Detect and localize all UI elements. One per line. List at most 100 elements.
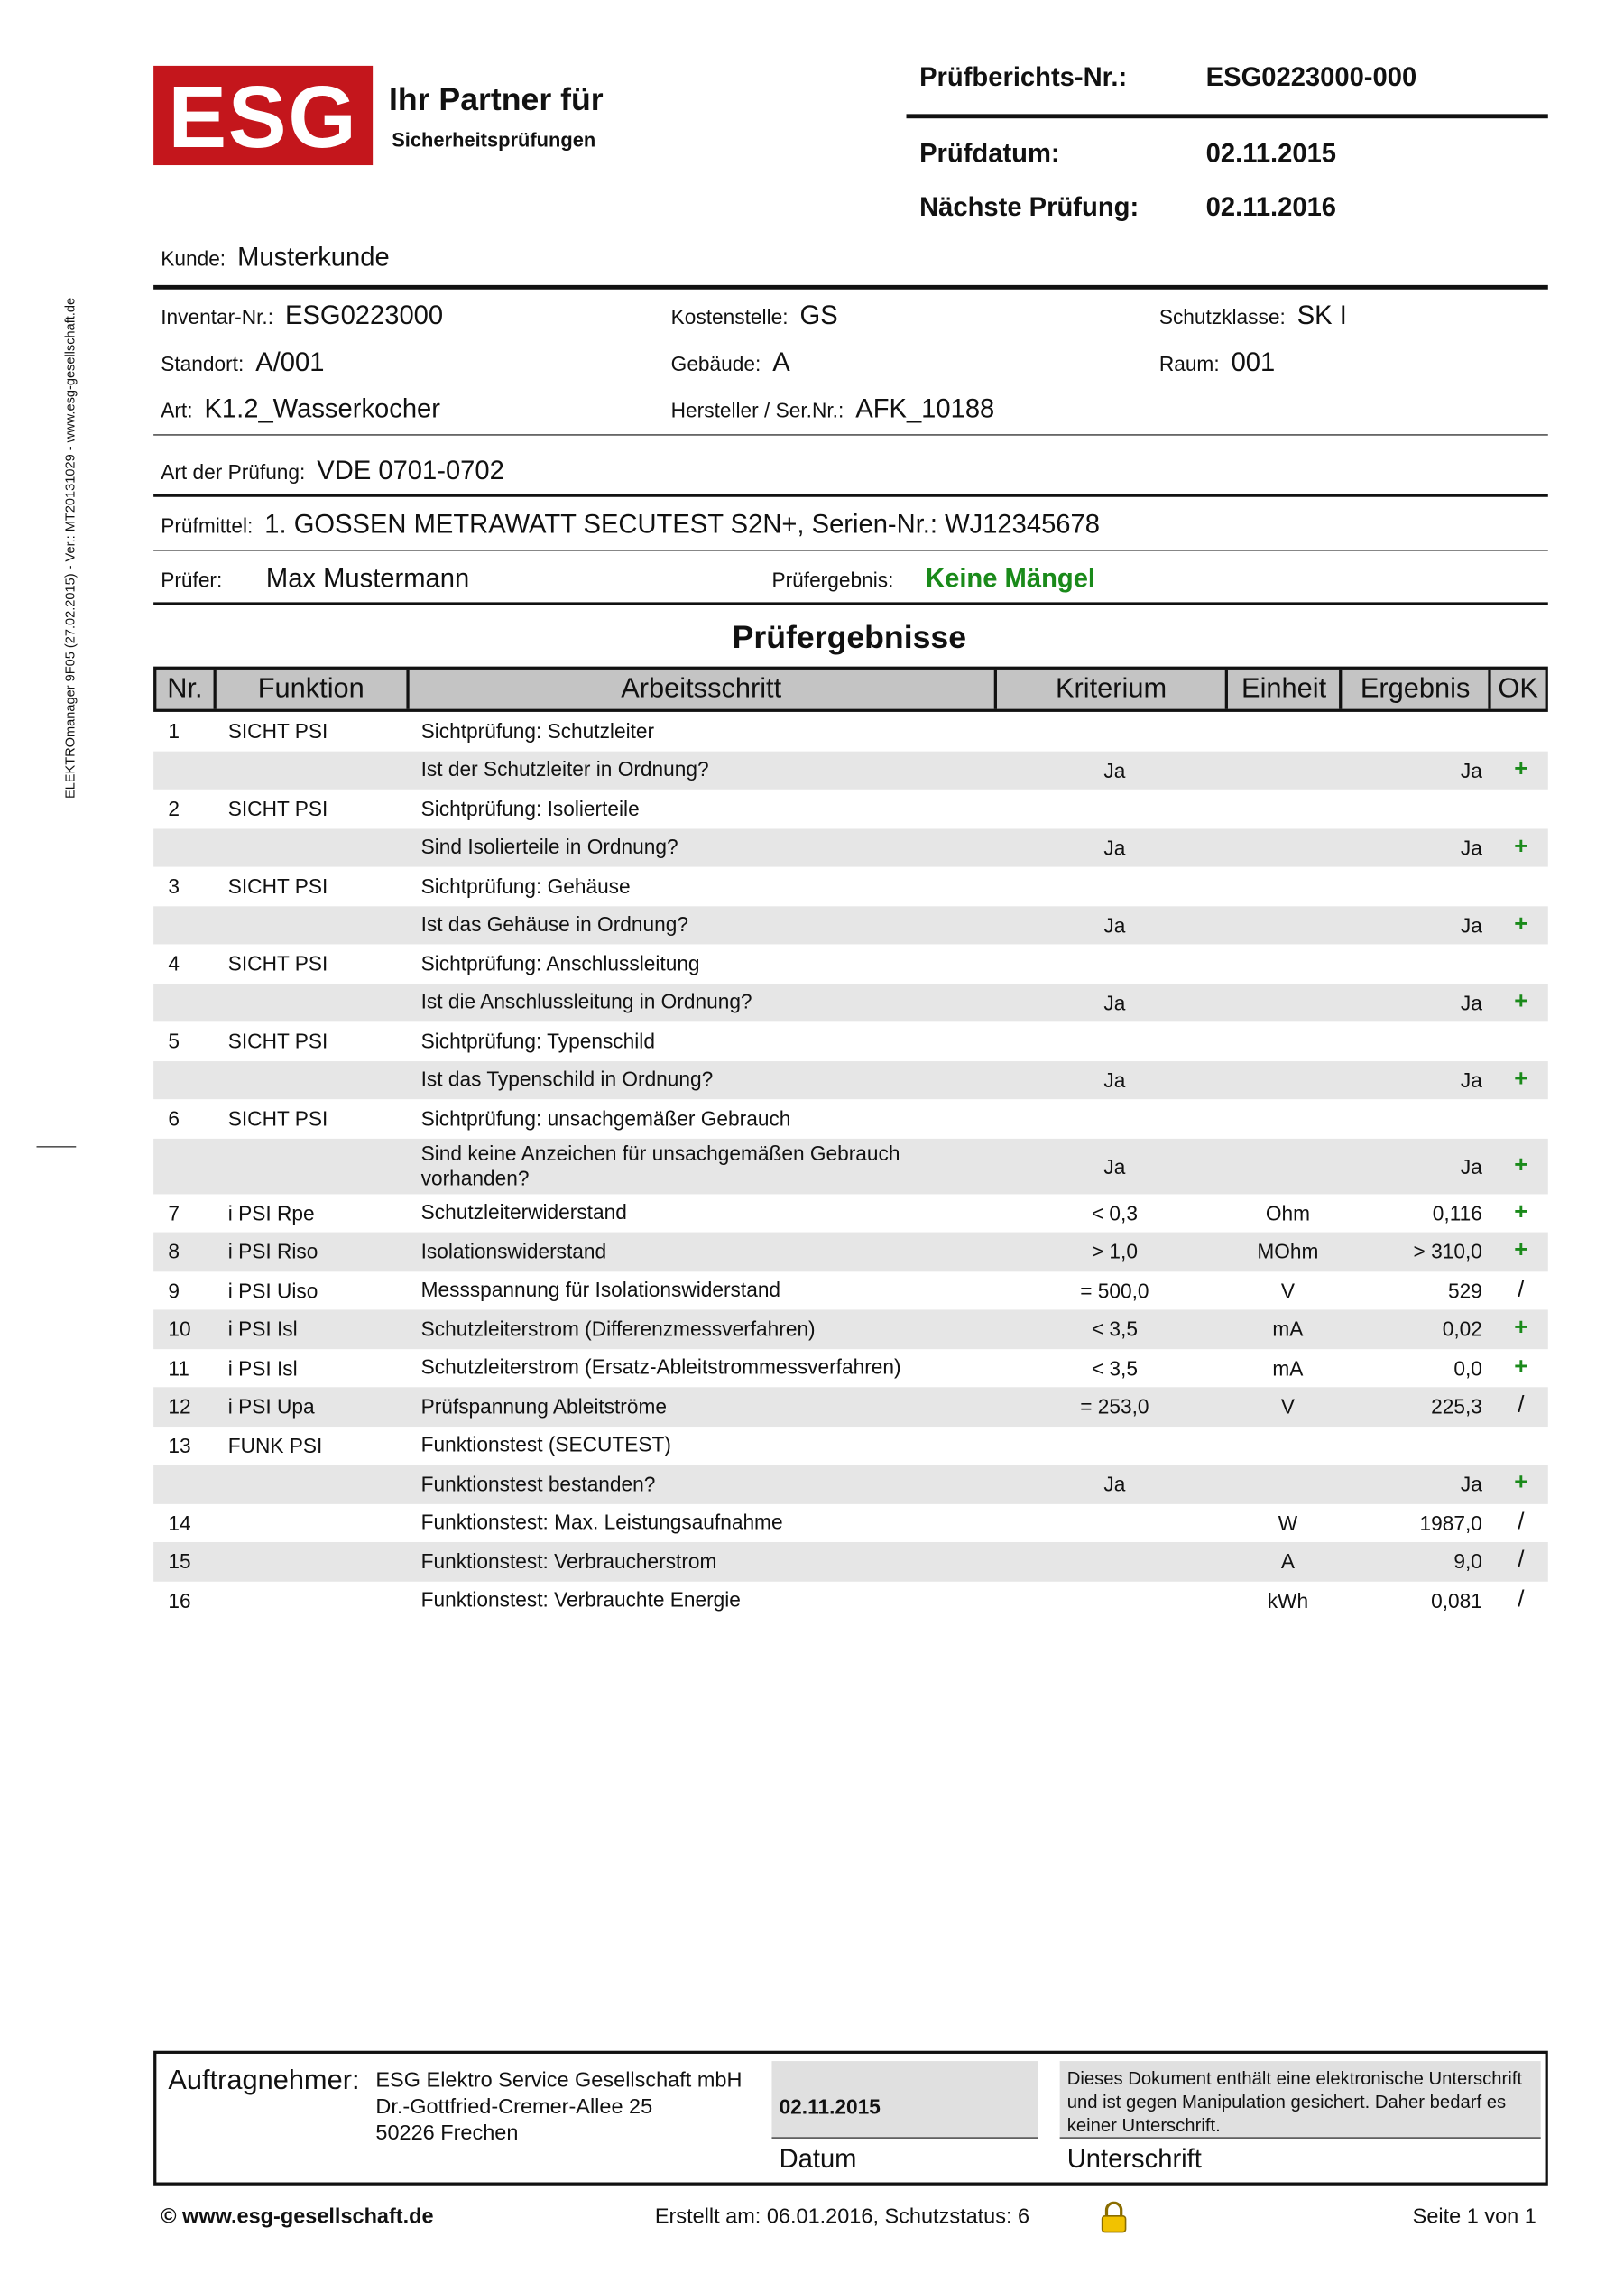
field-value: A xyxy=(772,347,790,377)
logo-line: Ihr Partner für xyxy=(388,80,604,118)
table-cell: = 500,0 xyxy=(1080,1279,1149,1302)
table-cell: + xyxy=(1514,989,1528,1014)
table-cell: 1 xyxy=(168,719,180,744)
field: Gebäude: A xyxy=(671,347,790,378)
field-value: ESG0223000 xyxy=(284,300,444,330)
table-cell: 5 xyxy=(168,1029,180,1053)
table-cell: 9 xyxy=(168,1279,180,1302)
field-value: AFK_10188 xyxy=(855,393,995,424)
field-label: Schutzklasse: xyxy=(1158,305,1286,328)
table-cell: Ja xyxy=(1103,913,1126,937)
field: Art der Prüfung: VDE 0701-0702 xyxy=(161,456,504,486)
field: Standort: A/001 xyxy=(161,347,324,378)
table-cell: Sind Isolierteile in Ordnung? xyxy=(420,835,678,859)
table-cell: 0,0 xyxy=(1453,1355,1482,1380)
table-cell: Ja xyxy=(1460,1153,1482,1178)
table-cell: 12 xyxy=(168,1394,191,1419)
table-header: Nr. Funktion Arbeitsschritt Kriterium Einhei… xyxy=(153,666,1548,712)
table-cell: / xyxy=(1518,1393,1525,1419)
table-cell: kWh xyxy=(1267,1588,1309,1613)
field-value: GS xyxy=(799,300,838,330)
table-cell xyxy=(999,728,1232,734)
sign-date: 02.11.2015 xyxy=(779,2094,881,2119)
table-cell: Ja xyxy=(1103,1153,1126,1178)
field-value: Musterkunde xyxy=(237,242,390,272)
table-row: 11 i PSI Isl Schutzleiterstrom (Ersatz-Abl… xyxy=(153,1348,1548,1387)
table-cell xyxy=(1345,961,1494,966)
table-cell xyxy=(999,1597,1232,1603)
table-cell: Sichtprüfung: unsachgemäßer Gebrauch xyxy=(420,1105,791,1130)
table-row: 16 Funktionstest: Verbrauchte Energie kWh 0… xyxy=(153,1581,1548,1620)
table-cell: SICHT PSI xyxy=(227,874,328,899)
table-cell: Ja xyxy=(1103,1472,1126,1496)
field-value: K1.2_Wasserkocher xyxy=(204,393,440,424)
field-label: Art: xyxy=(161,398,193,422)
table-cell xyxy=(1231,1000,1344,1005)
report-label: Prüfberichts-Nr.: xyxy=(919,62,1128,92)
table-cell: Funktionstest (SECUTEST) xyxy=(420,1432,671,1456)
table-cell xyxy=(999,883,1232,889)
table-cell: 13 xyxy=(168,1433,191,1457)
table-cell: + xyxy=(1514,834,1528,860)
field: Prüfergebnis: Keine Mängel xyxy=(771,564,1095,595)
field: Kunde: Musterkunde xyxy=(161,242,389,273)
table-cell xyxy=(153,922,217,928)
table-cell: A xyxy=(1280,1549,1295,1574)
table-cell xyxy=(1494,728,1548,734)
table-cell: mA xyxy=(1272,1355,1304,1380)
table-cell xyxy=(217,845,410,850)
table-cell: Ja xyxy=(1103,836,1126,860)
table-cell: 6 xyxy=(168,1106,180,1131)
table-cell: Sichtprüfung: Typenschild xyxy=(420,1029,655,1052)
field-label: Gebäude: xyxy=(670,351,761,375)
table-cell xyxy=(1345,1039,1494,1044)
logo-box xyxy=(153,65,374,166)
table-cell: i PSI Upa xyxy=(227,1394,315,1419)
logo-line: Sicherheitsprüfungen xyxy=(392,128,596,152)
table-cell: Ja xyxy=(1460,913,1482,937)
table-cell xyxy=(153,845,217,850)
table-cell xyxy=(217,1163,410,1169)
table-cell xyxy=(1345,806,1494,811)
table-cell xyxy=(217,1000,410,1005)
table-cell: Sichtprüfung: Anschlussleitung xyxy=(420,951,700,975)
table-cell xyxy=(217,1597,410,1603)
table-cell: Ja xyxy=(1103,1067,1126,1092)
table-cell xyxy=(1231,728,1344,734)
table-cell: Ja xyxy=(1460,758,1482,782)
table-cell: 3 xyxy=(168,874,180,899)
rule xyxy=(153,434,1548,436)
table-cell xyxy=(1494,1039,1548,1044)
table-cell xyxy=(1231,1442,1344,1447)
signature-note: Dieses Dokument enthält eine elektronisc… xyxy=(1066,2068,1523,2136)
table-cell xyxy=(217,922,410,928)
report-value: 02.11.2016 xyxy=(1205,192,1337,222)
page-number: Seite 1 von 1 xyxy=(1412,2204,1536,2229)
date-box xyxy=(771,2061,1038,2139)
table-cell: Sind keine Anzeichen für unsachgemäßen G… xyxy=(420,1141,900,1189)
created-info: Erstellt am: 06.01.2016, Schutzstatus: 6 xyxy=(654,2204,1030,2229)
field-value: 1. GOSSEN METRAWATT SECUTEST S2N+, Serie… xyxy=(264,509,1100,540)
field-value: Keine Mängel xyxy=(926,563,1096,594)
table-cell: Schutzleiterwiderstand xyxy=(420,1200,627,1225)
table-row: Sind Isolierteile in Ordnung? Ja Ja + xyxy=(153,827,1548,867)
table-row: 2 SICHT PSI Sichtprüfung: Isolierteile xyxy=(153,790,1548,828)
table-cell: + xyxy=(1514,1199,1528,1225)
table-cell: Ist das Gehäuse in Ordnung? xyxy=(420,912,688,937)
table-cell: 1987,0 xyxy=(1419,1511,1482,1535)
table-cell: + xyxy=(1514,1152,1528,1178)
table-cell: + xyxy=(1514,1471,1528,1496)
table-cell xyxy=(153,1000,217,1005)
table-row: 7 i PSI Rpe Schutzleiterwiderstand < 0,3 Ohm… xyxy=(153,1194,1548,1233)
table-cell xyxy=(1345,728,1494,734)
table-row: 8 i PSI Riso Isolationswiderstand > 1,0 MOhm… xyxy=(153,1232,1548,1271)
table-cell: Ohm xyxy=(1265,1201,1310,1225)
table-cell: + xyxy=(1514,1354,1528,1380)
address-line: ESG Elektro Service Gesellschaft mbH xyxy=(375,2069,743,2093)
table-cell xyxy=(999,1115,1232,1121)
rule xyxy=(906,114,1548,119)
table-cell xyxy=(1231,1077,1344,1082)
field-label: Hersteller / Ser.Nr.: xyxy=(670,398,844,422)
